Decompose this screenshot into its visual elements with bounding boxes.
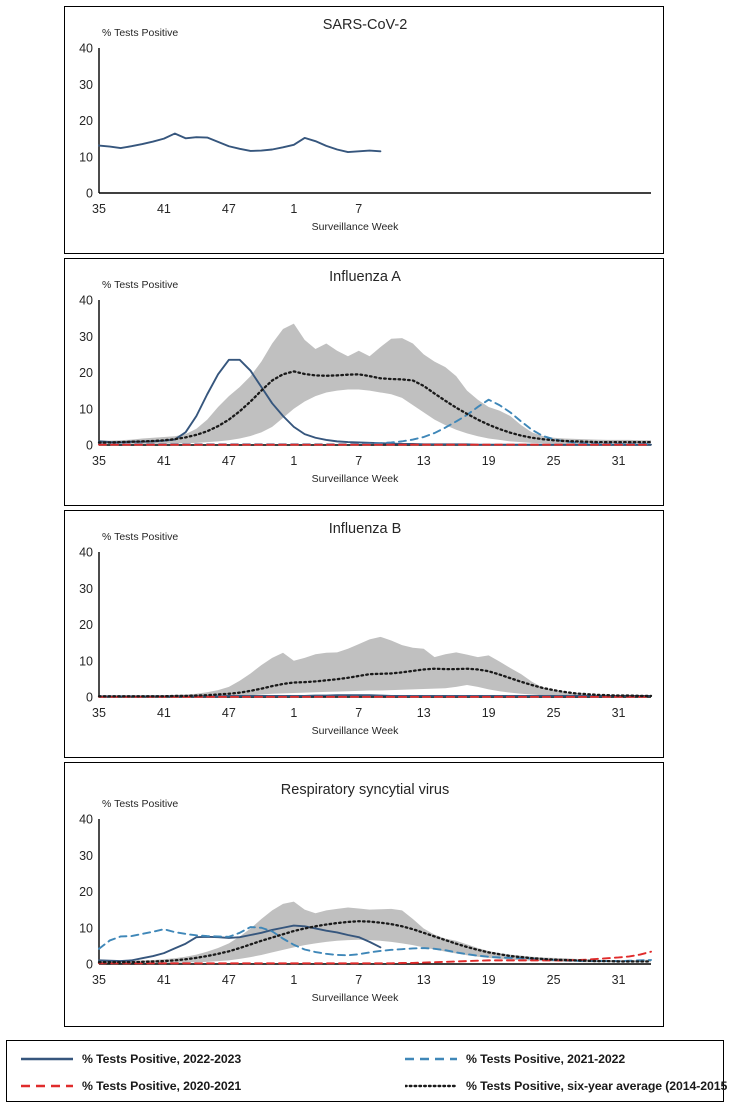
y-axis-tick-label: 40	[79, 813, 93, 827]
series-line	[97, 370, 653, 444]
legend-item-2: % Tests Positive, 2020-2021	[21, 1079, 241, 1093]
x-axis-tick-label: 31	[612, 454, 626, 468]
x-axis-tick-label: 25	[547, 454, 561, 468]
chart-title: Respiratory syncytial virus	[281, 782, 449, 798]
y-axis-tick-label: 20	[79, 885, 93, 899]
x-axis-tick-label: 47	[222, 973, 236, 987]
y-axis-tick-label: 30	[79, 78, 93, 92]
chart-title: Influenza B	[329, 521, 402, 537]
x-axis-tick-label: 19	[482, 973, 496, 987]
y-axis-title: % Tests Positive	[102, 27, 178, 39]
x-axis-title: Surveillance Week	[312, 473, 400, 485]
legend-item-label: % Tests Positive, six-year average (2014…	[466, 1079, 730, 1093]
x-axis-tick-label: 25	[547, 973, 561, 987]
series-line	[97, 920, 653, 964]
x-axis-tick-label: 41	[157, 202, 171, 216]
y-axis-tick-label: 40	[79, 294, 93, 308]
y-axis-tick-label: 10	[79, 921, 93, 935]
chart-title: Influenza A	[329, 269, 401, 285]
chart-title: SARS-CoV-2	[323, 17, 408, 33]
x-axis-tick-label: 41	[157, 706, 171, 720]
x-axis-tick-label: 13	[417, 454, 431, 468]
series-line	[98, 132, 382, 153]
legend-item-3: % Tests Positive, six-year average (2014…	[405, 1079, 730, 1093]
x-axis-title: Surveillance Week	[312, 725, 400, 737]
solid-line-icon	[21, 1057, 73, 1061]
x-axis-tick-label: 1	[290, 202, 297, 216]
chart-svg: 0 10 20 30 40 35 41 47 1 7 13 19 25 31 % Tests Positiv…	[79, 269, 653, 485]
chart-svg: 0 10 20 30 40 35 41 47 1 7 13 19 25 31 % Tests Positiv…	[79, 521, 653, 737]
x-axis-tick-label: 13	[417, 973, 431, 987]
x-axis-tick-label: 31	[612, 706, 626, 720]
y-axis-tick-label: 10	[79, 150, 93, 164]
y-axis-title: % Tests Positive	[102, 531, 178, 543]
x-axis-tick-label: 35	[92, 454, 106, 468]
figure-legend: % Tests Positive, 2022-2023 % Tests Posi…	[6, 1040, 730, 1102]
chart-panel-influenza-a: 0 10 20 30 40 35 41 47 1 7 13 19 25 31 % Tests Positiv…	[64, 258, 664, 506]
chart-panel-sars-cov-2: 0 10 20 30 40 35 41 47 1 7 % Tests Positive Surveil…	[64, 6, 664, 254]
x-axis-tick-label: 35	[92, 202, 106, 216]
x-axis-tick-label: 1	[290, 973, 297, 987]
legend-item-label: % Tests Positive, 2021-2022	[466, 1052, 626, 1066]
x-axis-title: Surveillance Week	[312, 992, 400, 1004]
y-axis-tick-label: 20	[79, 366, 93, 380]
y-axis-tick-label: 20	[79, 114, 93, 128]
y-axis-tick-label: 10	[79, 402, 93, 416]
legend-item-label: % Tests Positive, 2022-2023	[82, 1052, 242, 1066]
legend-item-label: % Tests Positive, 2020-2021	[82, 1079, 242, 1093]
x-axis-tick-label: 1	[290, 454, 297, 468]
x-axis-tick-label: 13	[417, 706, 431, 720]
y-axis-tick-label: 30	[79, 330, 93, 344]
y-axis-tick-label: 40	[79, 42, 93, 56]
series-line	[98, 924, 382, 963]
y-axis-tick-label: 0	[86, 187, 93, 201]
x-axis-tick-label: 41	[157, 454, 171, 468]
x-axis-tick-label: 47	[222, 202, 236, 216]
y-axis-tick-label: 0	[86, 439, 93, 453]
legend-item-0: % Tests Positive, 2022-2023	[21, 1052, 241, 1066]
x-axis-tick-label: 19	[482, 706, 496, 720]
legend-item-1: % Tests Positive, 2021-2022	[405, 1052, 625, 1066]
x-axis-tick-label: 7	[355, 454, 362, 468]
range-band-area	[99, 323, 651, 444]
y-axis-tick-label: 0	[86, 958, 93, 972]
x-axis-tick-label: 31	[612, 973, 626, 987]
x-axis-tick-label: 7	[355, 202, 362, 216]
x-axis-tick-label: 35	[92, 706, 106, 720]
x-axis-tick-label: 19	[482, 454, 496, 468]
y-axis-tick-label: 30	[79, 582, 93, 596]
x-axis-tick-label: 7	[355, 706, 362, 720]
y-axis-tick-label: 0	[86, 691, 93, 705]
y-axis-tick-label: 20	[79, 618, 93, 632]
y-axis-title: % Tests Positive	[102, 798, 178, 810]
chart-panel-rsv: 0 10 20 30 40 35 41 47 1 7 13 19 25 31 % Tests Positiv…	[64, 762, 664, 1027]
dashed-line-icon	[21, 1084, 73, 1088]
y-axis-title: % Tests Positive	[102, 279, 178, 291]
x-axis-tick-label: 47	[222, 454, 236, 468]
dotted-line-icon	[405, 1084, 457, 1088]
series-line	[97, 667, 653, 698]
x-axis-tick-label: 1	[290, 706, 297, 720]
y-axis-tick-label: 30	[79, 849, 93, 863]
x-axis-tick-label: 47	[222, 706, 236, 720]
range-band-area	[99, 636, 651, 697]
x-axis-tick-label: 25	[547, 706, 561, 720]
x-axis-tick-label: 35	[92, 973, 106, 987]
chart-panel-influenza-b: 0 10 20 30 40 35 41 47 1 7 13 19 25 31 % Tests Positiv…	[64, 510, 664, 758]
dashed-line-icon	[405, 1057, 457, 1061]
x-axis-title: Surveillance Week	[312, 221, 400, 233]
x-axis-tick-label: 7	[355, 973, 362, 987]
chart-svg: 0 10 20 30 40 35 41 47 1 7 % Tests Positive Surveil…	[79, 17, 651, 233]
chart-svg: 0 10 20 30 40 35 41 47 1 7 13 19 25 31 % Tests Positiv…	[79, 782, 653, 1004]
y-axis-tick-label: 10	[79, 654, 93, 668]
x-axis-tick-label: 41	[157, 973, 171, 987]
y-axis-tick-label: 40	[79, 546, 93, 560]
